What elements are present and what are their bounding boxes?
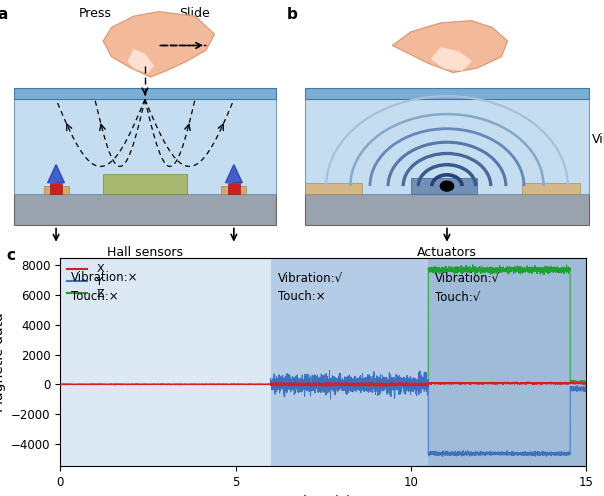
Y <box>439 453 446 459</box>
X <box>164 381 171 387</box>
Polygon shape <box>48 165 65 183</box>
Z <box>254 381 261 387</box>
FancyBboxPatch shape <box>221 186 246 194</box>
Legend: X, Y, Z: X, Y, Z <box>63 260 109 304</box>
Polygon shape <box>103 12 214 77</box>
Z <box>57 381 64 387</box>
X <box>169 381 176 387</box>
Text: Vibration:×
Touch:×: Vibration:× Touch:× <box>71 271 138 304</box>
Y <box>254 381 261 387</box>
Y <box>580 387 588 393</box>
FancyBboxPatch shape <box>14 88 275 100</box>
Line: X: X <box>60 382 586 387</box>
FancyBboxPatch shape <box>14 100 275 194</box>
Y <box>326 368 333 373</box>
Z <box>580 378 588 384</box>
FancyBboxPatch shape <box>522 183 580 194</box>
X <box>57 381 64 387</box>
Text: Slide: Slide <box>179 7 210 20</box>
X <box>504 379 512 385</box>
Circle shape <box>440 181 454 191</box>
Text: Press: Press <box>79 7 111 20</box>
FancyBboxPatch shape <box>50 183 62 194</box>
FancyBboxPatch shape <box>411 178 477 194</box>
Polygon shape <box>393 21 507 72</box>
Line: Y: Y <box>60 371 586 456</box>
Z <box>169 381 176 387</box>
Y <box>471 450 478 456</box>
FancyBboxPatch shape <box>103 174 187 194</box>
FancyBboxPatch shape <box>14 194 275 226</box>
X <box>355 384 362 390</box>
FancyBboxPatch shape <box>305 183 362 194</box>
X <box>580 380 588 386</box>
Z <box>469 262 477 268</box>
Y-axis label: Magnetic data: Magnetic data <box>0 312 5 412</box>
X <box>254 381 261 387</box>
FancyBboxPatch shape <box>228 183 240 194</box>
Z <box>396 381 403 387</box>
Y <box>396 372 403 378</box>
X-axis label: Time (s): Time (s) <box>295 495 352 496</box>
Y <box>164 381 171 387</box>
Bar <box>60 258 271 466</box>
Polygon shape <box>128 50 153 72</box>
Bar <box>428 258 586 466</box>
Y <box>169 381 176 387</box>
X <box>582 380 590 386</box>
FancyBboxPatch shape <box>305 100 589 194</box>
FancyBboxPatch shape <box>305 88 589 100</box>
FancyBboxPatch shape <box>43 186 69 194</box>
FancyBboxPatch shape <box>305 194 589 226</box>
Z <box>471 264 478 270</box>
X <box>396 382 403 388</box>
Text: Vibration: Vibration <box>592 133 604 146</box>
Bar <box>271 258 428 466</box>
Text: Actuators: Actuators <box>417 246 477 259</box>
Y <box>582 387 590 393</box>
Z <box>405 382 412 388</box>
Text: Vibration:√
Touch:×: Vibration:√ Touch:× <box>278 271 342 304</box>
Z <box>164 381 171 387</box>
Text: Hall sensors: Hall sensors <box>107 246 183 259</box>
Z <box>582 380 590 386</box>
X <box>471 379 478 385</box>
Y <box>57 381 64 387</box>
Polygon shape <box>432 48 471 70</box>
Text: a: a <box>0 7 8 22</box>
Text: Vibration:√
Touch:√: Vibration:√ Touch:√ <box>435 271 500 304</box>
Line: Z: Z <box>60 265 586 385</box>
Text: b: b <box>287 7 298 22</box>
Polygon shape <box>225 165 242 183</box>
Text: c: c <box>6 248 15 263</box>
